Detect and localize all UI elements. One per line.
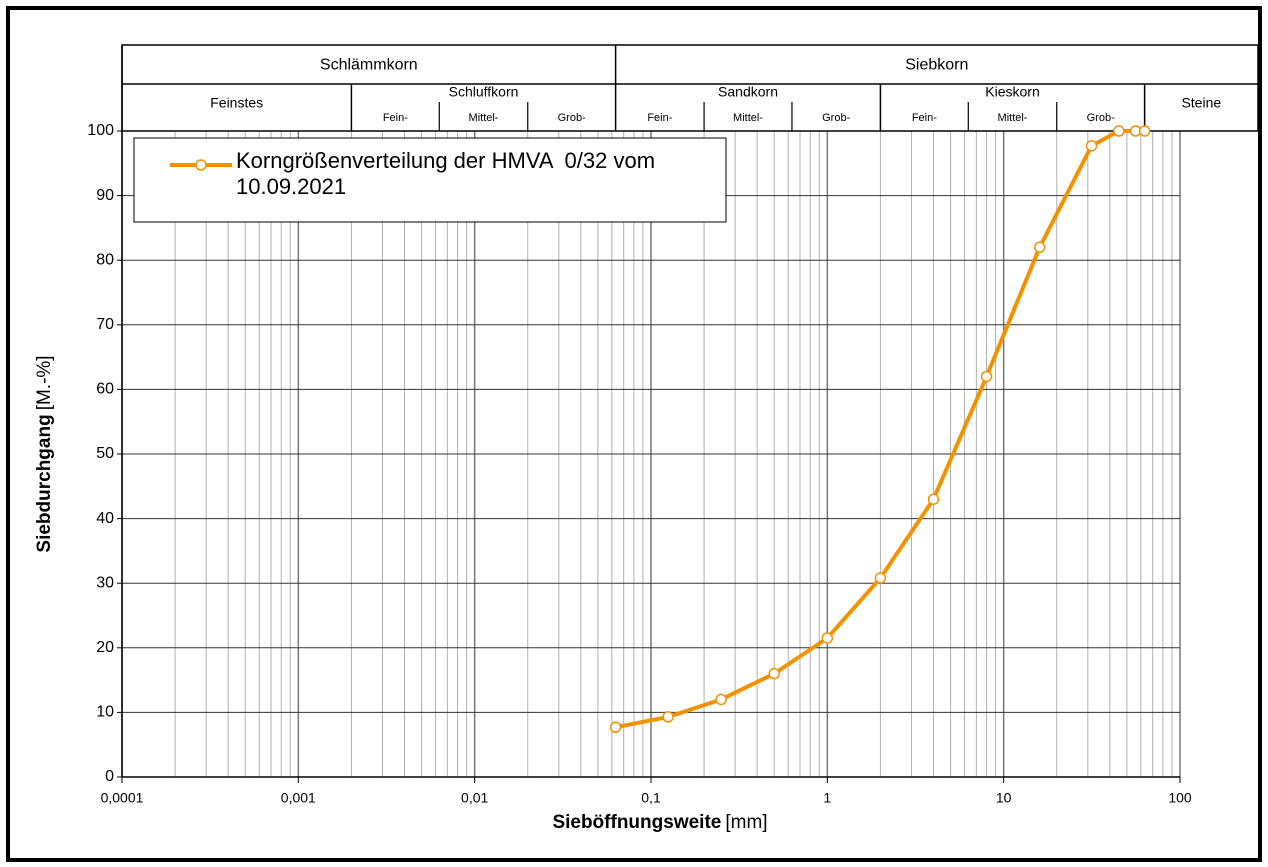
x-tick-label: 1 [823, 790, 831, 806]
x-tick-label: 0,1 [641, 790, 661, 806]
grid-layer [117, 130, 1181, 783]
header-group-label: Schluffkorn [449, 84, 519, 100]
y-tick-label: 20 [96, 639, 114, 656]
header-sub-label: Mittel- [469, 112, 499, 124]
header-label: Siebkorn [905, 57, 968, 74]
data-point [927, 493, 940, 505]
y-tick-label: 10 [96, 704, 114, 721]
x-tick-label: 10 [996, 790, 1012, 806]
legend-marker [195, 159, 207, 171]
data-point [715, 693, 727, 706]
header-sub-label: Grob- [1087, 112, 1115, 124]
header-sub-label: Grob- [822, 112, 850, 124]
y-tick-label: 0 [105, 768, 114, 785]
x-tick-label: 0,001 [281, 790, 316, 806]
header-group-label: Feinstes [210, 95, 263, 111]
x-tick-label: 100 [1168, 790, 1192, 806]
y-tick-label: 80 [96, 251, 114, 268]
x-axis-label-main: Sieböffnungsweite [552, 812, 721, 833]
x-axis-label: Sieböffnungsweite [mm] [552, 812, 767, 833]
header-sub-label: Fein- [383, 112, 408, 124]
legend-label: Korngrößenverteilung der HMVA 0/32 vom 1… [236, 148, 662, 199]
data-point [980, 370, 993, 383]
legend-text-holder: Korngrößenverteilung der HMVA 0/32 vom 1… [236, 148, 662, 199]
header-sub-label: Fein- [647, 112, 672, 124]
x-tick-label: 0,01 [461, 790, 488, 806]
y-tick-label: 30 [96, 574, 114, 591]
data-point [1033, 241, 1046, 254]
data-point [874, 572, 887, 584]
y-tick-label: 70 [96, 316, 114, 333]
y-axis-label: Siebdurchgang [M.-%] [34, 355, 55, 552]
data-point [1138, 125, 1151, 137]
data-point [662, 711, 674, 723]
header-sub-label: Mittel- [733, 112, 763, 124]
header-group-label: Kieskorn [985, 84, 1039, 100]
header-sub-label: Fein- [912, 112, 937, 124]
data-point [1113, 125, 1125, 137]
data-point [1085, 140, 1098, 152]
header-group-label: Steine [1181, 95, 1221, 111]
x-axis-label-unit: [mm] [725, 812, 767, 833]
data-point [768, 667, 781, 680]
data-point [821, 632, 834, 644]
header-sub-label: Mittel- [998, 112, 1028, 124]
y-axis-label-main: Siebdurchgang [34, 414, 55, 552]
y-tick-label: 90 [96, 187, 114, 204]
data-point [609, 721, 622, 734]
header-group-label: Sandkorn [718, 84, 778, 100]
y-axis-label-unit: [M.-%] [34, 355, 55, 410]
x-tick-label: 0,0001 [101, 790, 144, 806]
header-label: Schlämmkorn [320, 57, 418, 74]
y-tick-label: 60 [96, 381, 114, 398]
y-tick-label: 40 [96, 510, 114, 527]
y-tick-label: 50 [96, 445, 114, 462]
legend-box [133, 137, 727, 223]
mark-layer: 0,0001 0,001 0,01 0,1 1 10 100 0 10 20 30 40 50 60 70 8… [87, 44, 1259, 806]
header-sub-label: Grob- [558, 112, 586, 124]
y-tick-label: 100 [87, 122, 114, 139]
